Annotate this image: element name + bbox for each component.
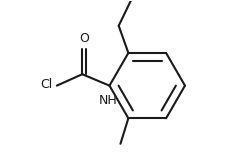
Text: O: O — [79, 32, 89, 45]
Text: NH: NH — [99, 94, 117, 107]
Text: Cl: Cl — [40, 78, 53, 91]
